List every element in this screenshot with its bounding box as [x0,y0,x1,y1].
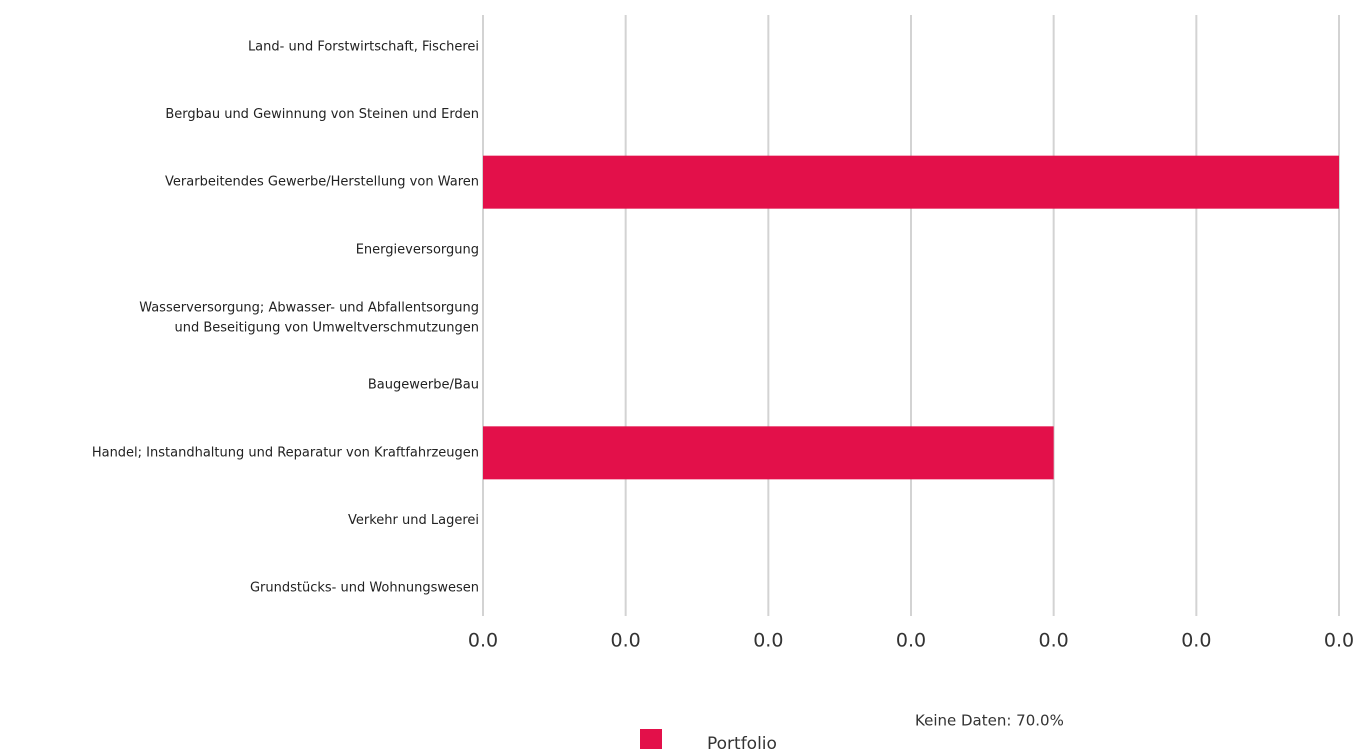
y-tick-label: Baugewerbe/Bau [368,378,479,393]
legend-swatch [640,729,662,749]
y-tick-label: Bergbau und Gewinnung von Steinen und Er… [165,107,479,122]
y-tick-label: Wasserversorgung; Abwasser- und Abfallen… [139,300,479,335]
x-tick-label: 0.0 [1039,630,1069,652]
x-tick-label: 0.0 [1324,630,1354,652]
y-tick-label: Verkehr und Lagerei [348,513,479,528]
y-tick-label: Grundstücks- und Wohnungswesen [250,581,479,596]
x-tick-label: 0.0 [753,630,783,652]
x-tick-label: 0.0 [896,630,926,652]
y-tick-label: Energieversorgung [356,242,479,257]
bar [483,426,1054,480]
x-tick-label: 0.0 [468,630,498,652]
y-tick-label: Handel; Instandhaltung und Reparatur von… [92,445,479,460]
y-tick-label: Verarbeitendes Gewerbe/Herstellung von W… [165,175,479,190]
bar [483,155,1339,209]
annotation: Keine Daten: 70.0% [915,712,1064,730]
x-tick-label: 0.0 [611,630,641,652]
x-tick-label: 0.0 [1181,630,1211,652]
legend-label: Portfolio [707,734,777,752]
y-tick-label: Land- und Forstwirtschaft, Fischerei [248,39,479,54]
